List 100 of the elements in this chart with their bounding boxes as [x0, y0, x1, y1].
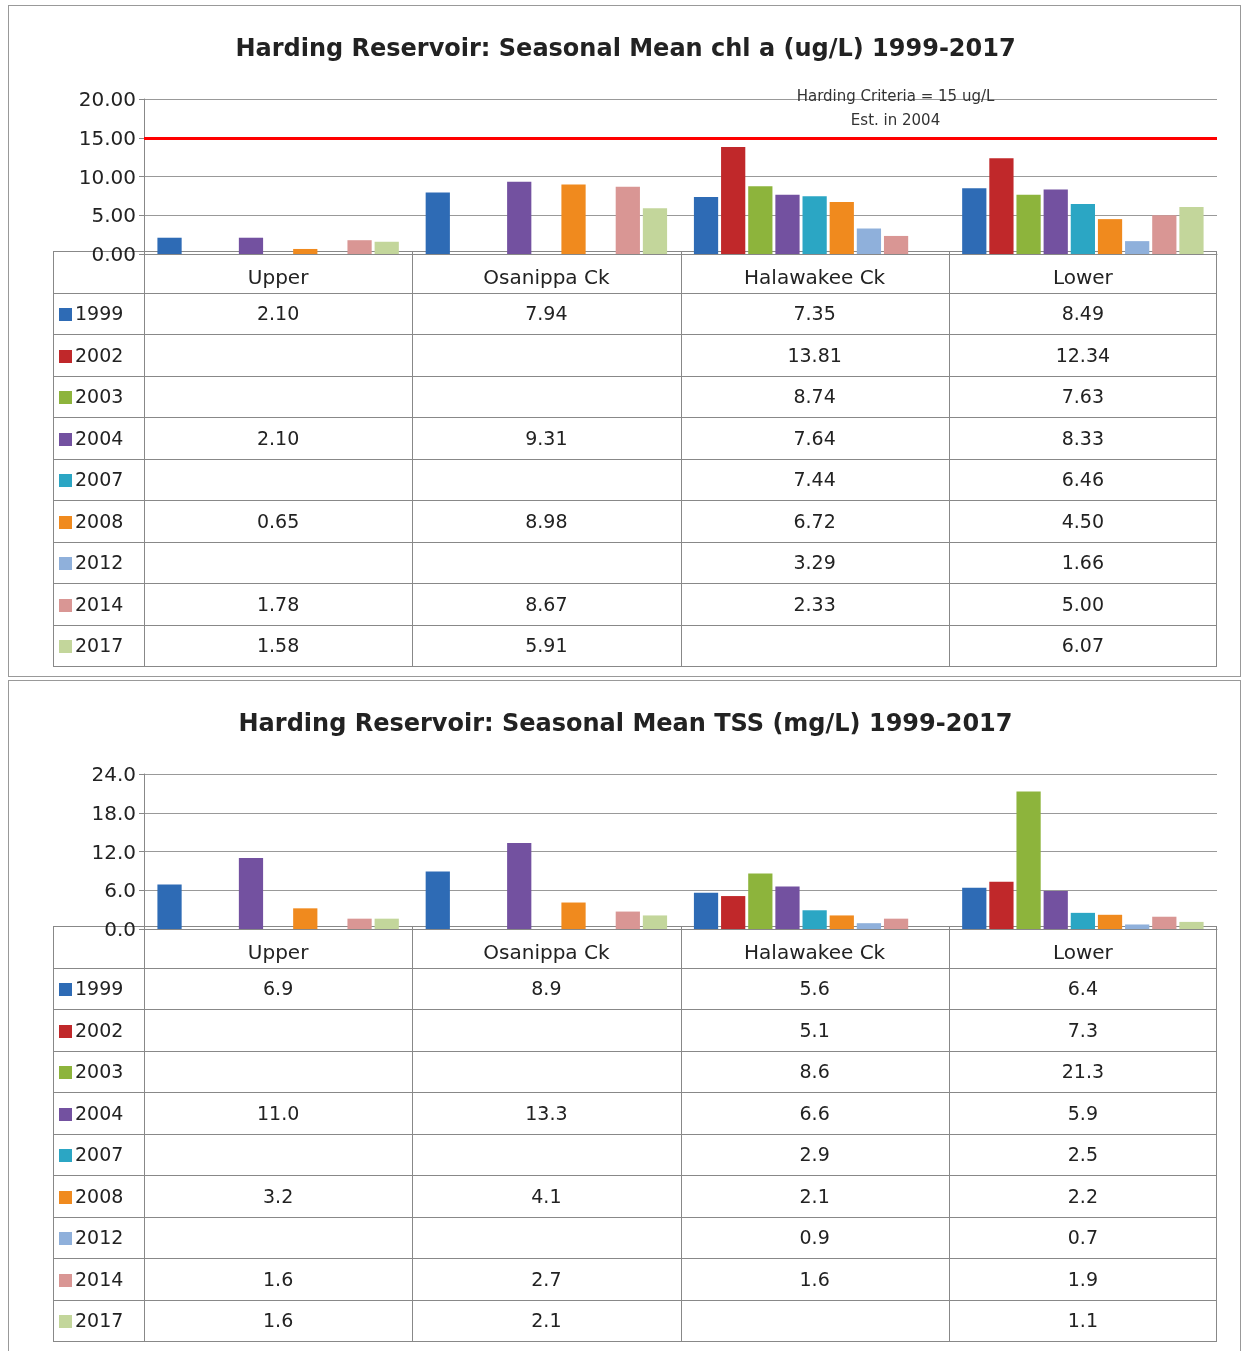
bar [642, 915, 668, 929]
data-label: 8.33 [1060, 425, 1106, 451]
bar [856, 923, 882, 929]
legend-label: 2003 [75, 385, 124, 408]
data-label: 7.94 [524, 301, 569, 327]
bar [157, 237, 182, 254]
data-label: 1.78 [255, 591, 301, 617]
data-label: 1.66 [1060, 550, 1106, 576]
data-label: 1.9 [1066, 1266, 1099, 1292]
data-label: 6.07 [1060, 633, 1106, 659]
data-label: 7.35 [792, 301, 837, 327]
data-label: 6.4 [1066, 976, 1099, 1002]
bar [347, 240, 372, 254]
data-label: 2.9 [798, 1142, 831, 1168]
bar [775, 194, 800, 254]
x-tick-label: Upper [247, 940, 310, 964]
bar [1125, 241, 1150, 254]
bar [883, 235, 909, 254]
x-tick-label: Lower [1052, 265, 1114, 289]
data-label: 21.3 [1060, 1059, 1106, 1085]
bar [748, 873, 773, 929]
data-label: 13.81 [786, 342, 843, 368]
data-label: 11.0 [255, 1100, 301, 1126]
legend-label: 2012 [75, 551, 124, 574]
bar [374, 241, 399, 254]
legend-label: 2012 [75, 1226, 124, 1249]
bar [693, 892, 719, 929]
y-tick-label: 0.0 [104, 917, 136, 941]
bar [157, 884, 182, 929]
legend-label: 2017 [75, 634, 124, 657]
bar [962, 887, 987, 929]
bar [1097, 219, 1123, 254]
x-tick-label: Halawakee Ck [744, 940, 886, 964]
y-tick-label: 12.0 [91, 839, 136, 864]
bar [962, 188, 987, 254]
data-label: 8.98 [524, 508, 569, 534]
x-tick-label: Osanippa Ck [483, 940, 610, 964]
bar [693, 197, 719, 254]
data-label: 1.58 [255, 633, 301, 659]
data-label: 6.72 [792, 508, 837, 534]
y-tick-label: 0.00 [91, 242, 136, 266]
bar [989, 881, 1014, 929]
legend-label: 2007 [75, 1143, 124, 1166]
x-tick-label: Halawakee Ck [744, 265, 886, 289]
bar [883, 918, 909, 929]
legend-label: 2002 [75, 343, 124, 366]
legend-label: 2007 [75, 468, 124, 491]
bar [1016, 194, 1041, 254]
bar [642, 208, 668, 254]
bar [615, 911, 640, 929]
bar [561, 184, 586, 254]
chart-title: Harding Reservoir: Seasonal Mean TSS (mg/L) 1999-2017 [238, 709, 1013, 737]
bar [615, 186, 640, 254]
chart-title: Harding Reservoir: Seasonal Mean chl a (ug/L) 1999-2017 [235, 34, 1016, 62]
bar [856, 228, 882, 254]
bar [721, 146, 746, 254]
data-label: 4.1 [530, 1183, 563, 1209]
data-label: 8.6 [798, 1059, 831, 1085]
bar [748, 186, 773, 254]
data-label: 1.6 [262, 1308, 295, 1334]
bar [829, 201, 854, 254]
legend-label: 2008 [75, 1184, 124, 1207]
data-label: 7.63 [1060, 384, 1106, 410]
y-tick-label: 18.0 [91, 800, 136, 825]
legend-label: 1999 [75, 977, 124, 1000]
data-label: 2.7 [530, 1266, 563, 1292]
bar [238, 857, 264, 929]
bar [561, 902, 586, 929]
x-tick-label: Upper [247, 265, 310, 289]
data-label: 0.65 [255, 508, 301, 534]
data-label: 5.00 [1060, 591, 1106, 617]
bar [829, 915, 854, 929]
bar [1070, 203, 1095, 254]
data-label: 3.2 [262, 1183, 295, 1209]
bar [293, 248, 318, 254]
x-tick-label: Osanippa Ck [483, 265, 610, 289]
data-label: 2.10 [255, 425, 301, 451]
legend-label: 2004 [75, 426, 124, 449]
bar [374, 918, 399, 929]
y-tick-label: 6.0 [104, 878, 136, 903]
y-tick-label: 20.00 [78, 87, 136, 111]
bar [507, 181, 532, 254]
legend-label: 2003 [75, 1060, 124, 1083]
bar [1097, 914, 1123, 929]
bar [425, 871, 450, 929]
legend-label: 2014 [75, 592, 124, 615]
data-label: 1.6 [262, 1266, 295, 1292]
data-label: 8.9 [530, 976, 563, 1002]
bar [1179, 921, 1204, 929]
legend-label: 2002 [75, 1018, 124, 1041]
data-label: 12.34 [1054, 342, 1112, 368]
data-label: 8.74 [792, 384, 837, 410]
data-label: 1.1 [1066, 1308, 1099, 1334]
data-label: 8.49 [1060, 301, 1106, 327]
data-label: 2.33 [792, 591, 837, 617]
data-label: 5.9 [1066, 1100, 1099, 1126]
data-label: 8.67 [524, 591, 569, 617]
data-label: 5.1 [798, 1017, 831, 1043]
data-label: 7.44 [792, 467, 837, 493]
bar [507, 843, 532, 929]
